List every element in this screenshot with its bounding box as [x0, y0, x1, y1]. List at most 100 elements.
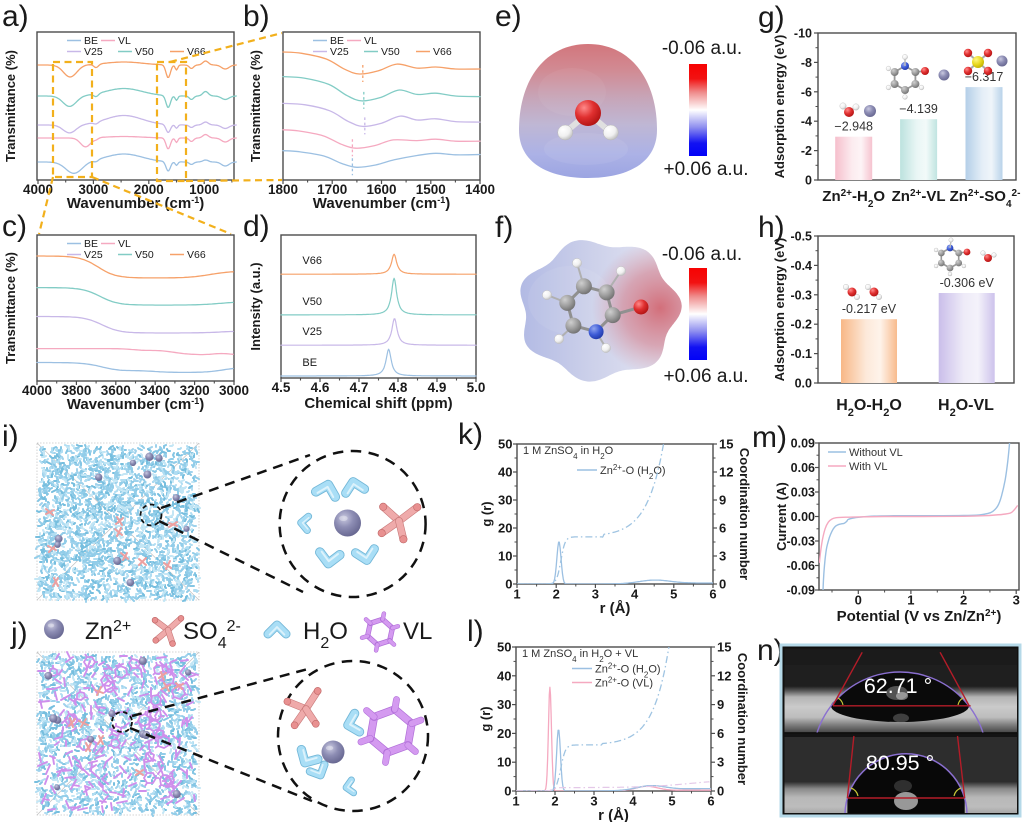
svg-text:-0.3: -0.3	[790, 288, 812, 302]
svg-text:With VL: With VL	[849, 461, 888, 473]
svg-text:0: 0	[504, 784, 511, 799]
svg-text:Zn2+-VL: Zn2+-VL	[892, 188, 946, 206]
svg-text:Wavenumber (cm-1): Wavenumber (cm-1)	[313, 195, 451, 212]
svg-text:12: 12	[717, 668, 731, 683]
svg-text:−6.317: −6.317	[965, 70, 1004, 84]
svg-text:-6: -6	[801, 85, 812, 99]
svg-text:-0.306 eV: -0.306 eV	[940, 276, 995, 290]
svg-text:BE: BE	[84, 238, 98, 250]
svg-text:Wavenumber (cm-1): Wavenumber (cm-1)	[67, 396, 205, 413]
svg-text:Transmittance (%): Transmittance (%)	[3, 50, 18, 162]
svg-text:BE: BE	[330, 35, 344, 47]
svg-text:4.8: 4.8	[389, 380, 408, 395]
svg-text:1: 1	[512, 794, 519, 809]
svg-text:m): m)	[752, 421, 787, 454]
svg-text:30: 30	[497, 697, 511, 712]
svg-text:Zn2+-SO42-: Zn2+-SO42-	[950, 188, 1021, 210]
svg-text:V66: V66	[302, 255, 322, 267]
svg-text:1700: 1700	[317, 182, 347, 197]
svg-text:40: 40	[497, 668, 511, 683]
svg-text:3000: 3000	[219, 383, 249, 398]
svg-text:6: 6	[719, 521, 726, 536]
svg-text:5: 5	[668, 794, 675, 809]
svg-text:Coordination number: Coordination number	[737, 448, 752, 580]
svg-text:Zn2+-O (VL): Zn2+-O (VL)	[595, 675, 653, 690]
svg-text:V50: V50	[381, 46, 400, 58]
svg-text:4.9: 4.9	[428, 380, 447, 395]
svg-text:20: 20	[498, 521, 512, 536]
svg-text:6: 6	[709, 587, 716, 602]
svg-text:b): b)	[243, 0, 270, 33]
svg-text:i): i)	[2, 420, 19, 453]
svg-text:-0.06 a.u.: -0.06 a.u.	[662, 38, 742, 59]
svg-text:-2: -2	[801, 144, 812, 158]
svg-text:2000: 2000	[134, 182, 164, 197]
svg-text:h): h)	[758, 211, 785, 244]
svg-text:3: 3	[590, 794, 597, 809]
svg-text:V66: V66	[187, 46, 206, 58]
svg-text:V50: V50	[135, 46, 154, 58]
svg-text:5.0: 5.0	[467, 380, 486, 395]
svg-text:3800: 3800	[61, 383, 91, 398]
svg-text:-0.09: -0.09	[787, 584, 816, 598]
svg-text:V66: V66	[433, 46, 452, 58]
svg-text:Transmittance (%): Transmittance (%)	[248, 50, 263, 162]
svg-text:0: 0	[719, 577, 726, 592]
svg-text:1400: 1400	[465, 182, 495, 197]
svg-text:3: 3	[719, 549, 726, 564]
svg-text:-0.06: -0.06	[787, 559, 816, 573]
svg-text:-0.06 a.u.: -0.06 a.u.	[662, 244, 742, 265]
svg-text:V50: V50	[135, 249, 154, 261]
svg-text:80.95 °: 80.95 °	[866, 751, 934, 775]
svg-text:4: 4	[629, 794, 637, 809]
svg-text:Transmittance (%): Transmittance (%)	[3, 252, 18, 364]
svg-text:0: 0	[855, 593, 862, 608]
svg-text:0.00: 0.00	[791, 510, 815, 524]
svg-text:Intensity (a.u.): Intensity (a.u.)	[248, 262, 263, 350]
svg-text:Adsorption energy (eV): Adsorption energy (eV)	[772, 238, 787, 382]
svg-text:2: 2	[551, 794, 558, 809]
svg-text:2: 2	[960, 593, 967, 608]
svg-text:+0.06 a.u.: +0.06 a.u.	[663, 366, 748, 387]
svg-text:3200: 3200	[180, 383, 210, 398]
svg-text:15: 15	[719, 437, 733, 452]
svg-text:g (r): g (r)	[478, 706, 493, 731]
svg-text:+0.06 a.u.: +0.06 a.u.	[663, 159, 748, 180]
svg-text:5: 5	[670, 587, 677, 602]
svg-text:40: 40	[498, 465, 512, 480]
svg-text:4.5: 4.5	[272, 380, 291, 395]
svg-text:50: 50	[498, 437, 512, 452]
svg-text:0: 0	[505, 577, 512, 592]
svg-text:V25: V25	[330, 46, 349, 58]
svg-text:9: 9	[719, 493, 726, 508]
svg-text:-10: -10	[794, 27, 812, 41]
svg-text:3000: 3000	[78, 182, 108, 197]
svg-text:V66: V66	[187, 249, 206, 261]
svg-text:Without VL: Without VL	[849, 447, 903, 459]
svg-text:g): g)	[758, 1, 785, 34]
svg-text:-0.03: -0.03	[787, 535, 816, 549]
svg-text:r (Å): r (Å)	[598, 807, 629, 822]
svg-text:6: 6	[717, 726, 724, 741]
svg-text:3600: 3600	[101, 383, 131, 398]
svg-text:1800: 1800	[268, 182, 298, 197]
svg-text:n): n)	[757, 634, 784, 667]
svg-text:10: 10	[497, 755, 511, 770]
svg-text:e): e)	[495, 0, 522, 33]
svg-text:k): k)	[458, 418, 483, 451]
svg-text:9: 9	[717, 697, 724, 712]
svg-text:0.03: 0.03	[791, 486, 815, 500]
svg-text:l): l)	[467, 615, 484, 648]
svg-text:g (r): g (r)	[479, 501, 494, 526]
svg-text:4000: 4000	[23, 182, 53, 197]
svg-text:30: 30	[498, 493, 512, 508]
svg-text:c): c)	[2, 210, 27, 243]
svg-text:1 M ZnSO4 in H2O + VL: 1 M ZnSO4 in H2O + VL	[522, 648, 638, 664]
svg-text:V25: V25	[84, 249, 103, 261]
svg-text:50: 50	[497, 640, 511, 655]
svg-text:1000: 1000	[189, 182, 219, 197]
svg-text:f): f)	[495, 211, 513, 244]
svg-text:a): a)	[2, 0, 29, 33]
svg-text:-0.4: -0.4	[790, 259, 812, 273]
svg-text:-0.217 eV: -0.217 eV	[842, 302, 897, 316]
